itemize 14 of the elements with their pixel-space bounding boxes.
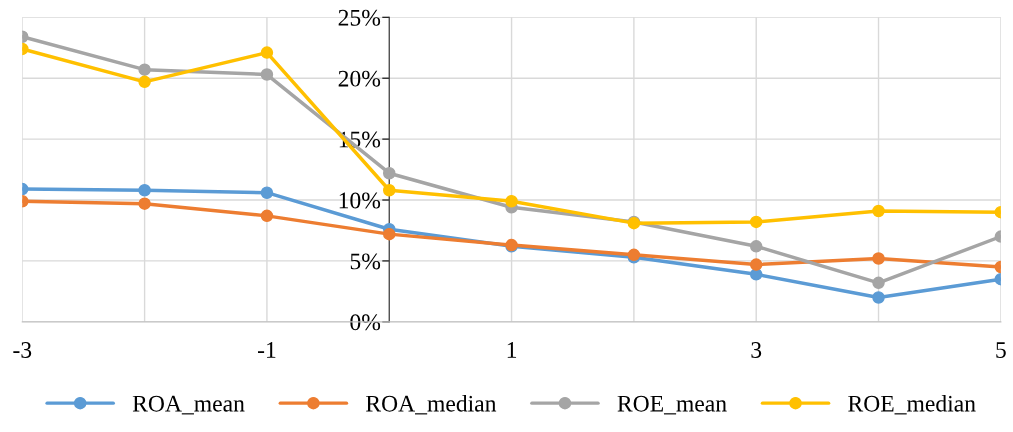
x-tick-label: -1 bbox=[257, 342, 276, 358]
x-tick-label: -3 bbox=[13, 342, 32, 358]
x-tick-label: 1 bbox=[507, 342, 517, 358]
legend-label: ROA_median bbox=[366, 395, 497, 415]
y-tick-label: 20% bbox=[338, 70, 381, 87]
x-tick-label: 3 bbox=[751, 342, 762, 358]
x-tick-label: 5 bbox=[996, 342, 1006, 358]
legend-label: ROE_median bbox=[848, 395, 976, 415]
legend-label: ROE_mean bbox=[617, 395, 727, 415]
y-tick-label: 0% bbox=[350, 314, 381, 331]
y-tick-label: 10% bbox=[339, 192, 381, 209]
y-tick-label: 25% bbox=[338, 9, 381, 26]
legend-label: ROA_mean bbox=[132, 395, 245, 415]
y-tick-label: 5% bbox=[350, 253, 381, 270]
